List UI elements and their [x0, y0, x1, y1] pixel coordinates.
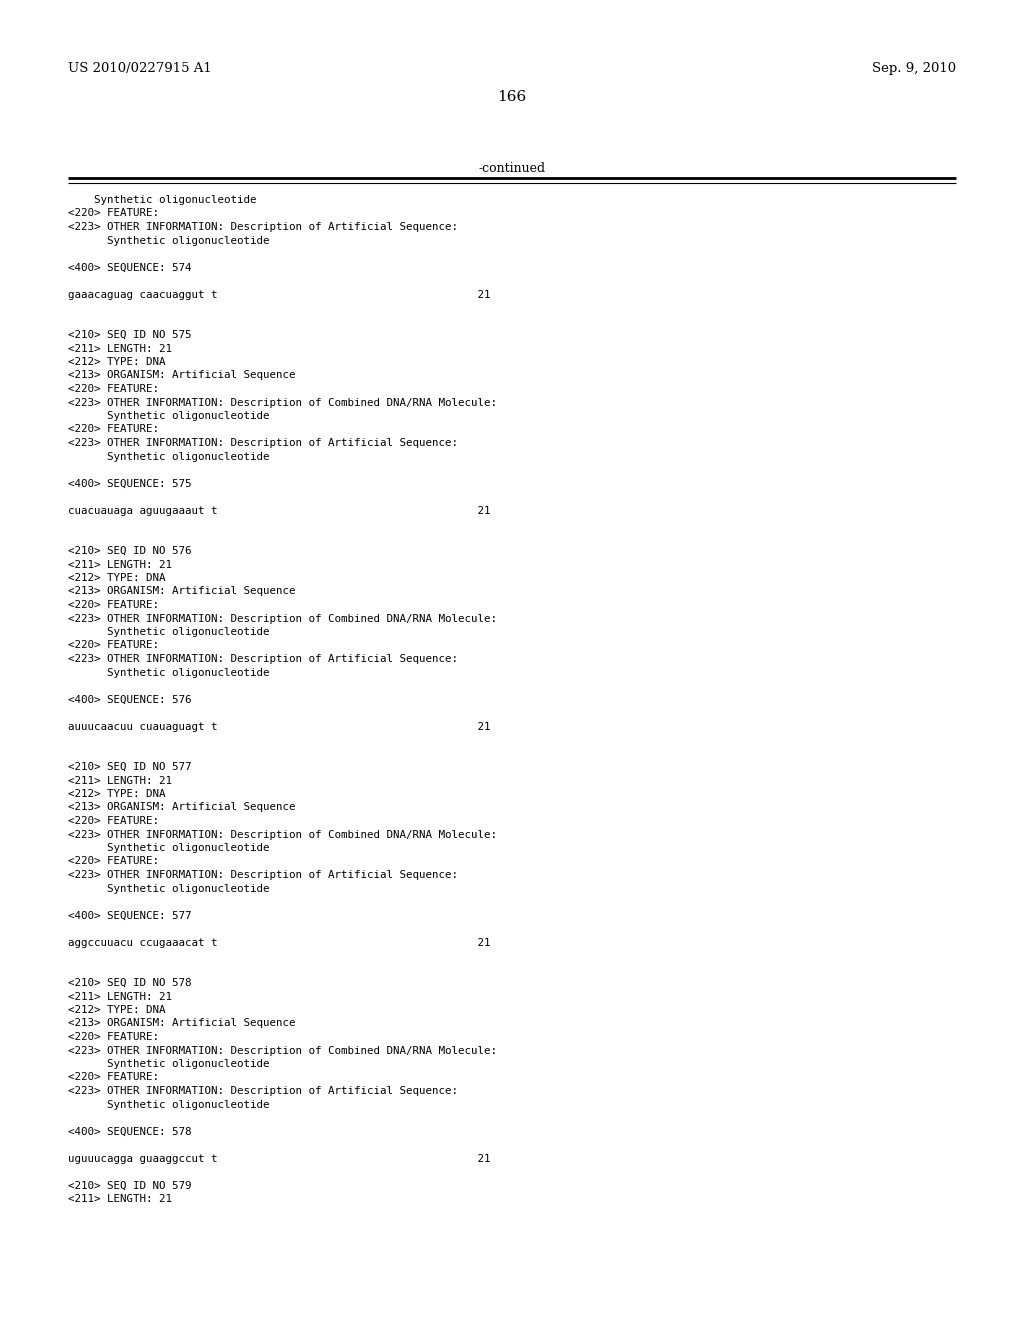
Text: <211> LENGTH: 21: <211> LENGTH: 21 [68, 560, 172, 569]
Text: Synthetic oligonucleotide: Synthetic oligonucleotide [68, 1059, 269, 1069]
Text: <220> FEATURE:: <220> FEATURE: [68, 209, 159, 219]
Text: gaaacaguag caacuaggut t                                        21: gaaacaguag caacuaggut t 21 [68, 289, 490, 300]
Text: <223> OTHER INFORMATION: Description of Artificial Sequence:: <223> OTHER INFORMATION: Description of … [68, 222, 458, 232]
Text: <211> LENGTH: 21: <211> LENGTH: 21 [68, 991, 172, 1002]
Text: <220> FEATURE:: <220> FEATURE: [68, 640, 159, 651]
Text: <400> SEQUENCE: 577: <400> SEQUENCE: 577 [68, 911, 191, 920]
Text: Synthetic oligonucleotide: Synthetic oligonucleotide [68, 668, 269, 677]
Text: Sep. 9, 2010: Sep. 9, 2010 [871, 62, 956, 75]
Text: Synthetic oligonucleotide: Synthetic oligonucleotide [68, 627, 269, 638]
Text: <213> ORGANISM: Artificial Sequence: <213> ORGANISM: Artificial Sequence [68, 586, 296, 597]
Text: <223> OTHER INFORMATION: Description of Combined DNA/RNA Molecule:: <223> OTHER INFORMATION: Description of … [68, 1045, 497, 1056]
Text: <211> LENGTH: 21: <211> LENGTH: 21 [68, 1195, 172, 1204]
Text: <211> LENGTH: 21: <211> LENGTH: 21 [68, 343, 172, 354]
Text: <210> SEQ ID NO 577: <210> SEQ ID NO 577 [68, 762, 191, 772]
Text: uguuucagga guaaggccut t                                        21: uguuucagga guaaggccut t 21 [68, 1154, 490, 1163]
Text: US 2010/0227915 A1: US 2010/0227915 A1 [68, 62, 212, 75]
Text: <220> FEATURE:: <220> FEATURE: [68, 425, 159, 434]
Text: 166: 166 [498, 90, 526, 104]
Text: <400> SEQUENCE: 578: <400> SEQUENCE: 578 [68, 1126, 191, 1137]
Text: <212> TYPE: DNA: <212> TYPE: DNA [68, 573, 166, 583]
Text: <220> FEATURE:: <220> FEATURE: [68, 384, 159, 393]
Text: <220> FEATURE:: <220> FEATURE: [68, 1072, 159, 1082]
Text: <223> OTHER INFORMATION: Description of Combined DNA/RNA Molecule:: <223> OTHER INFORMATION: Description of … [68, 614, 497, 623]
Text: <210> SEQ ID NO 576: <210> SEQ ID NO 576 [68, 546, 191, 556]
Text: <220> FEATURE:: <220> FEATURE: [68, 857, 159, 866]
Text: auuucaacuu cuauaguagt t                                        21: auuucaacuu cuauaguagt t 21 [68, 722, 490, 731]
Text: <400> SEQUENCE: 574: <400> SEQUENCE: 574 [68, 263, 191, 272]
Text: <220> FEATURE:: <220> FEATURE: [68, 816, 159, 826]
Text: <213> ORGANISM: Artificial Sequence: <213> ORGANISM: Artificial Sequence [68, 1019, 296, 1028]
Text: <213> ORGANISM: Artificial Sequence: <213> ORGANISM: Artificial Sequence [68, 803, 296, 813]
Text: <220> FEATURE:: <220> FEATURE: [68, 1032, 159, 1041]
Text: <223> OTHER INFORMATION: Description of Artificial Sequence:: <223> OTHER INFORMATION: Description of … [68, 438, 458, 447]
Text: <400> SEQUENCE: 576: <400> SEQUENCE: 576 [68, 694, 191, 705]
Text: Synthetic oligonucleotide: Synthetic oligonucleotide [68, 195, 256, 205]
Text: Synthetic oligonucleotide: Synthetic oligonucleotide [68, 235, 269, 246]
Text: cuacuauaga aguugaaaut t                                        21: cuacuauaga aguugaaaut t 21 [68, 506, 490, 516]
Text: <212> TYPE: DNA: <212> TYPE: DNA [68, 1005, 166, 1015]
Text: <400> SEQUENCE: 575: <400> SEQUENCE: 575 [68, 479, 191, 488]
Text: <211> LENGTH: 21: <211> LENGTH: 21 [68, 776, 172, 785]
Text: <212> TYPE: DNA: <212> TYPE: DNA [68, 356, 166, 367]
Text: Synthetic oligonucleotide: Synthetic oligonucleotide [68, 843, 269, 853]
Text: <210> SEQ ID NO 575: <210> SEQ ID NO 575 [68, 330, 191, 341]
Text: Synthetic oligonucleotide: Synthetic oligonucleotide [68, 1100, 269, 1110]
Text: <223> OTHER INFORMATION: Description of Artificial Sequence:: <223> OTHER INFORMATION: Description of … [68, 870, 458, 880]
Text: <210> SEQ ID NO 578: <210> SEQ ID NO 578 [68, 978, 191, 987]
Text: <210> SEQ ID NO 579: <210> SEQ ID NO 579 [68, 1180, 191, 1191]
Text: <220> FEATURE:: <220> FEATURE: [68, 601, 159, 610]
Text: <223> OTHER INFORMATION: Description of Artificial Sequence:: <223> OTHER INFORMATION: Description of … [68, 653, 458, 664]
Text: Synthetic oligonucleotide: Synthetic oligonucleotide [68, 883, 269, 894]
Text: <223> OTHER INFORMATION: Description of Combined DNA/RNA Molecule:: <223> OTHER INFORMATION: Description of … [68, 829, 497, 840]
Text: Synthetic oligonucleotide: Synthetic oligonucleotide [68, 411, 269, 421]
Text: -continued: -continued [478, 162, 546, 176]
Text: <212> TYPE: DNA: <212> TYPE: DNA [68, 789, 166, 799]
Text: <223> OTHER INFORMATION: Description of Combined DNA/RNA Molecule:: <223> OTHER INFORMATION: Description of … [68, 397, 497, 408]
Text: <213> ORGANISM: Artificial Sequence: <213> ORGANISM: Artificial Sequence [68, 371, 296, 380]
Text: Synthetic oligonucleotide: Synthetic oligonucleotide [68, 451, 269, 462]
Text: <223> OTHER INFORMATION: Description of Artificial Sequence:: <223> OTHER INFORMATION: Description of … [68, 1086, 458, 1096]
Text: aggccuuacu ccugaaacat t                                        21: aggccuuacu ccugaaacat t 21 [68, 937, 490, 948]
